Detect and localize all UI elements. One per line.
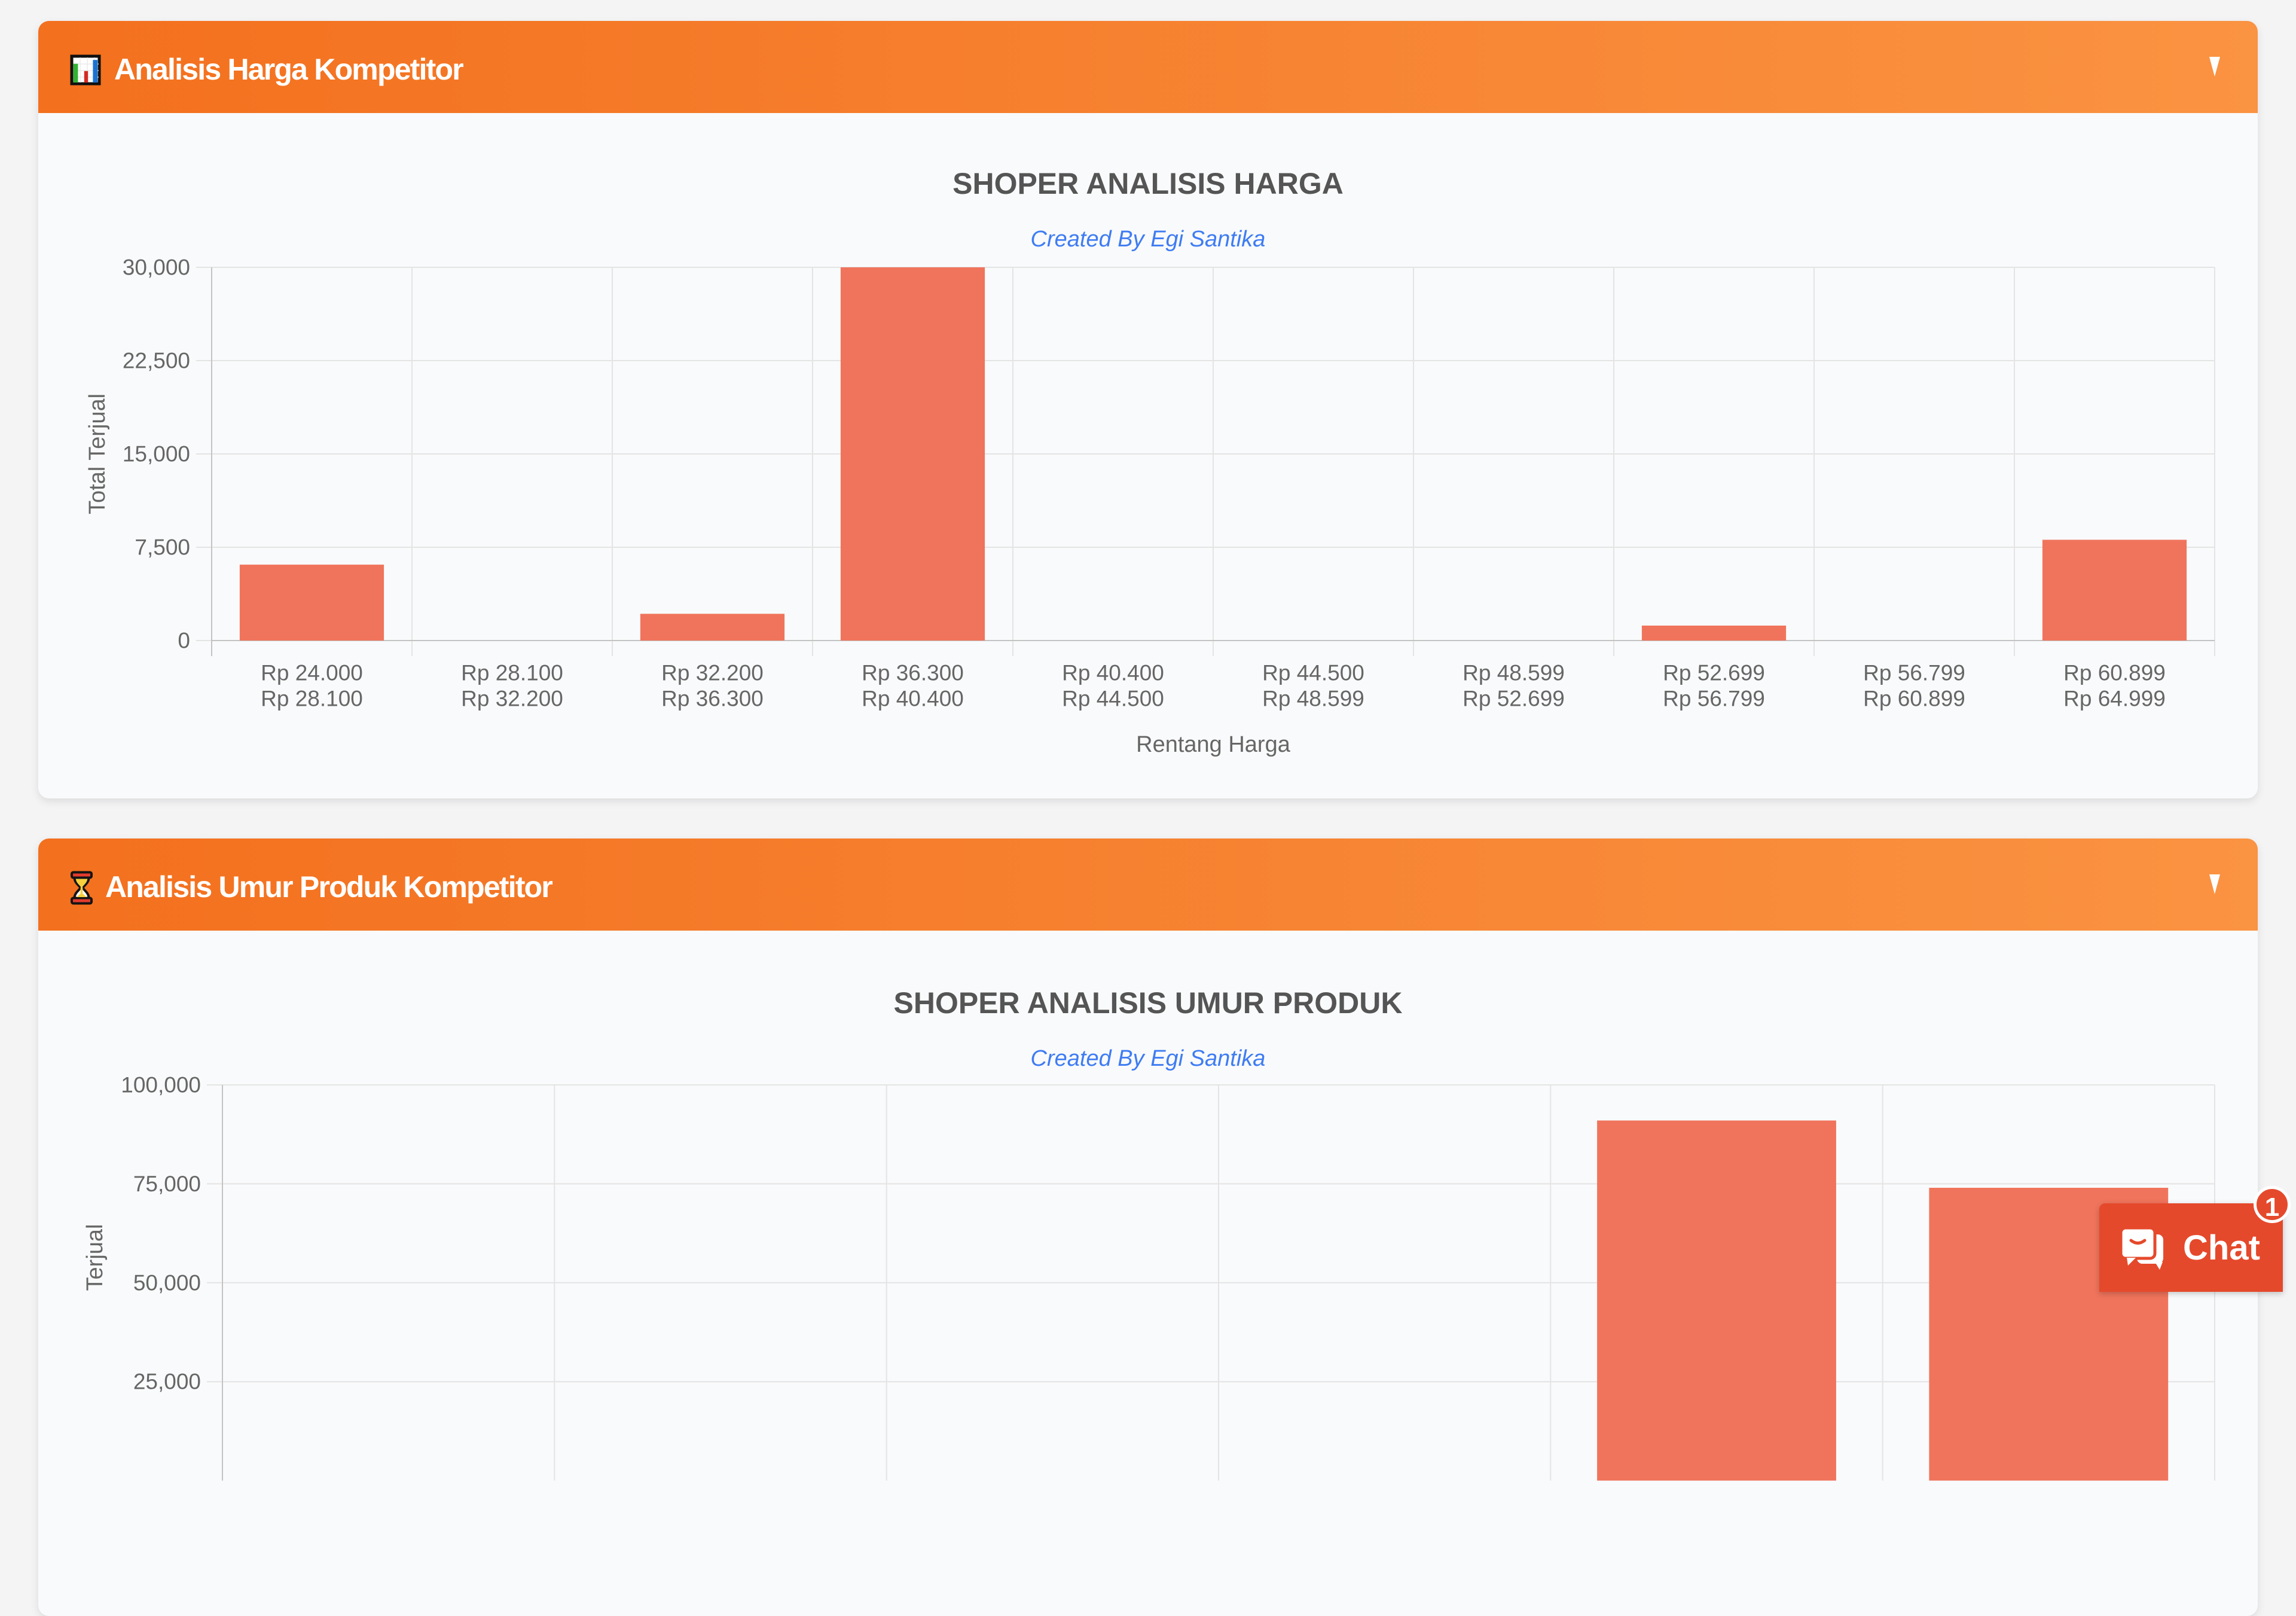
svg-text:Rp 52.699: Rp 52.699 — [1663, 661, 1765, 685]
svg-text:Rp 60.899: Rp 60.899 — [2063, 661, 2166, 685]
svg-text:0: 0 — [178, 629, 190, 653]
svg-text:Rp 28.100: Rp 28.100 — [261, 687, 363, 711]
svg-text:Rp 40.400: Rp 40.400 — [862, 687, 964, 711]
svg-text:Created By Egi Santika: Created By Egi Santika — [1031, 1046, 1266, 1071]
svg-text:25,000: 25,000 — [133, 1370, 201, 1394]
svg-text:Rp 52.699: Rp 52.699 — [1463, 687, 1565, 711]
svg-text:100,000: 100,000 — [121, 1073, 201, 1097]
svg-text:Rp 48.599: Rp 48.599 — [1262, 687, 1364, 711]
svg-text:Rp 64.999: Rp 64.999 — [2063, 687, 2166, 711]
svg-text:75,000: 75,000 — [133, 1172, 201, 1196]
svg-text:Rp 28.100: Rp 28.100 — [461, 661, 563, 685]
svg-text:50,000: 50,000 — [133, 1270, 201, 1295]
svg-text:Rp 32.200: Rp 32.200 — [661, 661, 764, 685]
svg-text:15,000: 15,000 — [123, 442, 190, 466]
svg-text:30,000: 30,000 — [123, 255, 190, 280]
svg-text:Rentang Harga: Rentang Harga — [1136, 732, 1291, 757]
svg-text:Rp 24.000: Rp 24.000 — [261, 661, 363, 685]
svg-text:Rp 44.500: Rp 44.500 — [1262, 661, 1364, 685]
svg-text:Created By Egi Santika: Created By Egi Santika — [1031, 227, 1266, 252]
svg-text:Rp 36.300: Rp 36.300 — [862, 661, 964, 685]
svg-text:Terjual: Terjual — [83, 1224, 108, 1291]
svg-text:22,500: 22,500 — [123, 349, 190, 373]
svg-text:SHOPER ANALISIS HARGA: SHOPER ANALISIS HARGA — [952, 167, 1344, 200]
svg-text:Rp 32.200: Rp 32.200 — [461, 687, 563, 711]
svg-text:Rp 56.799: Rp 56.799 — [1663, 687, 1765, 711]
svg-text:Rp 56.799: Rp 56.799 — [1863, 661, 1965, 685]
svg-text:SHOPER ANALISIS UMUR PRODUK: SHOPER ANALISIS UMUR PRODUK — [894, 986, 1403, 1020]
svg-text:Total Terjual: Total Terjual — [85, 394, 110, 514]
svg-text:Rp 36.300: Rp 36.300 — [661, 687, 764, 711]
svg-text:Rp 40.400: Rp 40.400 — [1062, 661, 1164, 685]
svg-text:Rp 48.599: Rp 48.599 — [1463, 661, 1565, 685]
svg-text:Rp 44.500: Rp 44.500 — [1062, 687, 1164, 711]
svg-text:Rp 60.899: Rp 60.899 — [1863, 687, 1965, 711]
svg-text:7,500: 7,500 — [135, 535, 190, 560]
